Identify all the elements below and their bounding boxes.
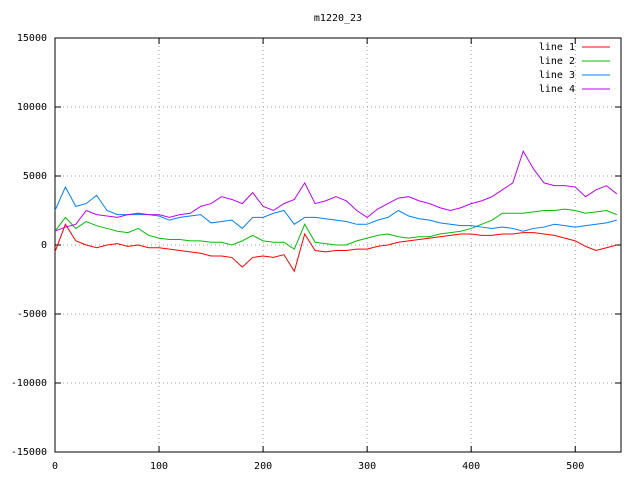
legend-label: line 1 [539, 42, 575, 53]
data-line [54, 185, 617, 232]
plot-border [54, 37, 622, 453]
x-tick-label: 100 [150, 461, 168, 472]
chart-title: m1220_23 [314, 13, 362, 24]
y-tick-label: -10000 [11, 378, 47, 389]
x-tick-label: 200 [254, 461, 272, 472]
legend-label: line 4 [539, 84, 575, 95]
y-tick-label: -5000 [17, 309, 47, 320]
y-tick-label: 10000 [17, 102, 47, 113]
x-tick-label: 300 [358, 461, 376, 472]
y-tick-label: -15000 [11, 447, 47, 458]
y-tick-label: 0 [41, 240, 47, 251]
data-line [54, 149, 618, 232]
y-tick-label: 15000 [17, 33, 47, 44]
x-tick-label: 0 [52, 461, 58, 472]
x-tick-label: 500 [566, 461, 584, 472]
legend-label: line 2 [539, 56, 575, 67]
data-line [54, 223, 617, 273]
y-tick-label: 5000 [23, 171, 47, 182]
data-line [54, 208, 618, 250]
legend-label: line 3 [539, 70, 575, 81]
x-tick-label: 400 [462, 461, 480, 472]
